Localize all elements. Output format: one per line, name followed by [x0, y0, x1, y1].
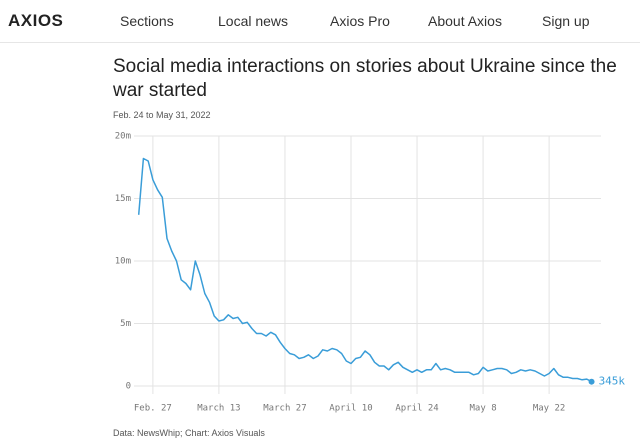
x-tick-label: April 10 — [329, 404, 372, 414]
data-line — [137, 157, 592, 383]
x-tick-label: May 22 — [533, 404, 566, 414]
x-tick-label: March 13 — [197, 404, 240, 414]
x-tick-label: April 24 — [395, 404, 438, 414]
x-tick-label: Feb. 27 — [134, 404, 172, 414]
chart-title: Social media interactions on stories abo… — [113, 56, 617, 101]
nav-link[interactable]: Sign up — [542, 13, 590, 29]
y-tick-label: 15m — [115, 194, 131, 204]
logo[interactable]: AXIOS — [8, 11, 64, 30]
nav-link[interactable]: Sections — [120, 13, 174, 29]
nav-link[interactable]: Local news — [218, 13, 289, 29]
x-tick-label: May 8 — [470, 404, 497, 414]
y-tick-label: 5m — [120, 319, 131, 329]
end-point — [588, 378, 595, 385]
x-tick-label: March 27 — [263, 404, 306, 414]
chart-source: Data: NewsWhip; Chart: Axios Visuals — [113, 428, 265, 438]
nav-link[interactable]: Axios Pro — [330, 13, 390, 29]
y-tick-label: 10m — [115, 257, 131, 267]
chart-subtitle: Feb. 24 to May 31, 2022 — [113, 110, 211, 120]
nav-link[interactable]: About Axios — [428, 13, 502, 29]
y-tick-label: 0 — [126, 382, 131, 392]
value-label: 345k — [599, 375, 626, 388]
y-tick-label: 20m — [115, 132, 131, 142]
header: AXIOS Sections Local news Axios Pro Abou… — [0, 0, 640, 43]
